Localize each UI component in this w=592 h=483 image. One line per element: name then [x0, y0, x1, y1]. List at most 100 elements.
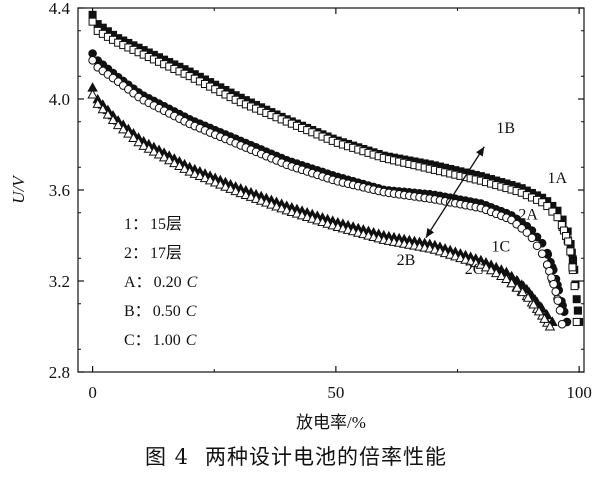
- x-tick-label: 50: [327, 383, 344, 402]
- data-point: [539, 313, 550, 323]
- data-point: [138, 140, 149, 150]
- x-axis-label: 放电率/%: [296, 413, 366, 432]
- y-tick-label: 3.2: [49, 272, 70, 291]
- data-point: [568, 263, 577, 272]
- data-point: [522, 228, 532, 237]
- data-point: [543, 202, 552, 211]
- data-point: [184, 166, 195, 176]
- figure-title: 两种设计电池的倍率性能: [205, 445, 448, 469]
- data-point: [92, 98, 103, 108]
- data-point: [240, 189, 252, 200]
- figure-number: 图 4: [144, 445, 190, 469]
- data-point: [88, 17, 97, 26]
- chart-labels: 1A 2A 1B 2B 1C 2C 1： 15层 2： 17层 A： 0.20 C B： 0.50 C C： 1.…: [124, 120, 568, 349]
- annotation-1B: 1B: [496, 120, 515, 137]
- legend-line-A: A： 0.20 C: [124, 274, 198, 291]
- data-point: [549, 279, 558, 289]
- series-2B: [88, 56, 567, 329]
- series-1B: [88, 17, 581, 326]
- data-point: [225, 183, 236, 193]
- data-point: [199, 172, 211, 183]
- data-point: [532, 241, 542, 251]
- data-point: [163, 154, 175, 165]
- data-point: [128, 132, 139, 142]
- x-tick-label: 100: [566, 383, 592, 402]
- data-point: [230, 185, 241, 196]
- legend-line-1: 1： 15层: [124, 216, 182, 233]
- data-point: [501, 273, 512, 283]
- data-point: [133, 136, 144, 147]
- data-point: [189, 168, 201, 178]
- data-point: [266, 199, 277, 209]
- data-point: [544, 321, 556, 331]
- data-point: [533, 305, 545, 316]
- data-point: [179, 163, 190, 173]
- data-point: [88, 10, 97, 19]
- legend-line-C: C： 1.00 C: [124, 332, 197, 349]
- data-point: [527, 233, 537, 243]
- data-point: [261, 197, 272, 207]
- annotation-2B: 2B: [397, 252, 416, 269]
- data-point: [490, 267, 502, 278]
- data-point: [235, 187, 246, 198]
- arrow-head: [425, 228, 435, 238]
- y-tick-label: 4.0: [49, 90, 70, 109]
- annotation-2A: 2A: [518, 207, 538, 224]
- data-point: [255, 195, 267, 205]
- data-point: [215, 179, 226, 189]
- data-point: [204, 174, 216, 185]
- data-point: [97, 103, 109, 114]
- annotation-1C: 1C: [492, 238, 511, 255]
- data-point: [245, 191, 257, 201]
- data-point: [555, 305, 565, 315]
- data-point: [517, 286, 528, 297]
- data-point: [148, 146, 160, 156]
- data-point: [553, 213, 562, 222]
- data-point: [169, 157, 180, 168]
- data-point: [572, 317, 581, 326]
- data-point: [143, 143, 155, 153]
- annotation-1A: 1A: [548, 170, 568, 187]
- data-point: [88, 56, 97, 65]
- arrow-head: [476, 146, 485, 157]
- figure-caption: 图 4 两种设计电池的倍率性能: [0, 441, 592, 471]
- data-point: [220, 181, 231, 191]
- axes: 2.8 3.2 3.6 4.0 4.4 0 50 100 放电率/% U/V: [9, 0, 592, 432]
- data-point: [102, 109, 114, 119]
- data-point: [194, 170, 206, 181]
- data-point: [87, 89, 98, 99]
- y-tick-label: 3.6: [49, 181, 70, 200]
- legend-line-B: B： 0.50 C: [124, 303, 197, 320]
- data-point: [174, 160, 185, 170]
- annotation-2C: 2C: [465, 261, 484, 278]
- data-point: [522, 292, 534, 302]
- y-tick-label: 2.8: [49, 363, 70, 382]
- data-point: [480, 261, 492, 272]
- data-point: [564, 237, 573, 246]
- legend-line-2: 2： 17层: [124, 245, 182, 262]
- data-point: [570, 282, 579, 291]
- data-point: [557, 319, 567, 329]
- data-point: [548, 207, 557, 216]
- data-point: [209, 177, 221, 187]
- data-point: [271, 201, 282, 211]
- data-point: [276, 202, 287, 213]
- series-1C-open: [87, 89, 556, 331]
- data-point: [153, 149, 165, 159]
- data-point: [566, 247, 575, 256]
- data-point: [485, 264, 497, 275]
- plot-area: [87, 10, 584, 331]
- data-point: [107, 114, 119, 124]
- data-point: [506, 277, 517, 288]
- data-point: [528, 299, 539, 309]
- x-tick-label: 0: [88, 383, 97, 402]
- data-point: [112, 119, 124, 130]
- data-point: [511, 282, 523, 292]
- data-point: [572, 295, 581, 304]
- data-point: [117, 123, 129, 134]
- data-point: [496, 270, 507, 281]
- data-point: [158, 151, 170, 162]
- trend-arrow-line: [425, 146, 485, 239]
- y-axis-label: U/V: [9, 174, 28, 204]
